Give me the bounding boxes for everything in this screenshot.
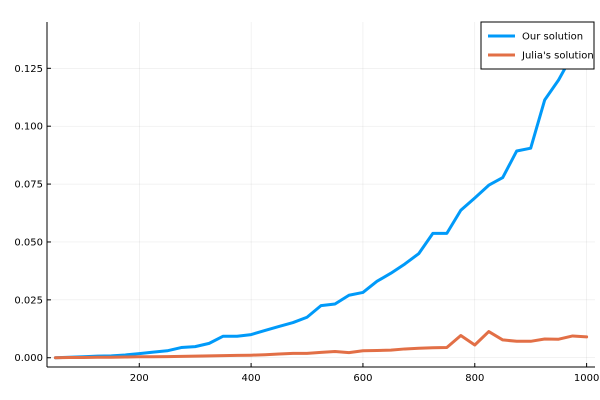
y-tick-label: 0.125 xyxy=(14,64,43,75)
x-tick-label: 400 xyxy=(242,373,261,384)
tick-marks xyxy=(47,67,588,367)
series-line-julia-s-solution xyxy=(53,330,589,360)
x-tick-label: 600 xyxy=(353,373,372,384)
legend-label-our-solution: Our solution xyxy=(522,32,583,43)
y-tick-label: 0.050 xyxy=(14,237,43,248)
x-tick-label: 1000 xyxy=(574,373,599,384)
x-tick-label: 800 xyxy=(465,373,484,384)
tick-labels: 200 400 600 800 1000 0.000 0.025 0.050 0.075 0.10… xyxy=(14,64,599,384)
y-tick-label: 0.000 xyxy=(14,353,43,364)
series-lines xyxy=(53,27,589,360)
series-line-our-solution xyxy=(53,27,589,360)
y-tick-label: 0.075 xyxy=(14,180,43,191)
legend-label-julias-solution: Julia's solution xyxy=(521,51,594,62)
legend: Our solution Julia's solution xyxy=(480,21,595,70)
y-tick-label: 0.025 xyxy=(14,295,43,306)
axes xyxy=(46,22,595,368)
legend-box xyxy=(480,21,595,70)
y-tick-label: 0.100 xyxy=(14,122,43,133)
x-tick-label: 200 xyxy=(130,373,149,384)
